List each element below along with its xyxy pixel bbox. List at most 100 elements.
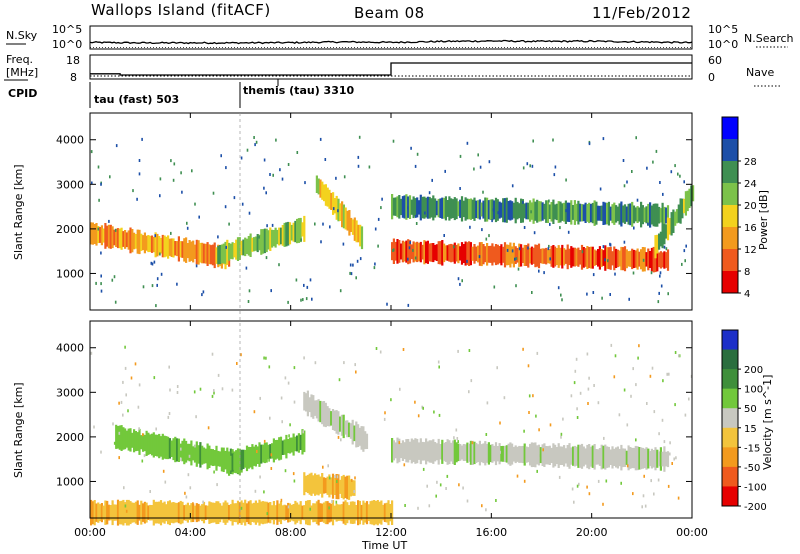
scatter-speck	[422, 467, 425, 471]
scatter-cell	[267, 230, 270, 250]
scatter-speck	[437, 360, 440, 364]
scatter-cell	[360, 426, 363, 450]
scatter-speck	[97, 227, 100, 231]
scatter-cell	[620, 246, 623, 271]
scatter-speck	[324, 423, 326, 427]
scatter-speck	[124, 345, 126, 349]
scatter-cell	[231, 499, 234, 526]
scatter-speck	[141, 137, 143, 141]
scatter-cell	[593, 444, 596, 470]
scatter-speck	[100, 251, 102, 255]
scatter-speck	[132, 189, 134, 193]
scatter-cell	[272, 438, 275, 463]
scatter-speck	[631, 170, 633, 173]
scatter-speck	[221, 387, 224, 391]
scatter-cell	[163, 235, 166, 258]
scatter-speck	[415, 214, 417, 218]
scatter-cell	[133, 502, 136, 523]
colorbar-segment	[722, 486, 738, 507]
scatter-speck	[225, 245, 227, 249]
scatter-cell	[290, 504, 293, 521]
scatter-cell	[267, 444, 270, 460]
scatter-cell	[208, 445, 211, 468]
scatter-cell	[129, 428, 132, 452]
scatter-cell	[193, 444, 197, 463]
scatter-cell	[278, 227, 281, 246]
scatter-cell	[518, 203, 521, 219]
scatter-speck	[377, 217, 380, 221]
scatter-speck	[124, 504, 127, 508]
scatter-cell	[530, 246, 533, 265]
scatter-cell	[219, 245, 222, 265]
scatter-cell	[256, 446, 259, 464]
scatter-cell	[403, 195, 406, 219]
scatter-cell	[133, 232, 136, 250]
scatter-speck	[186, 221, 188, 225]
scatter-cell	[152, 236, 155, 253]
scatter-cell	[109, 505, 112, 521]
scatter-cell	[97, 226, 100, 244]
scatter-cell	[505, 244, 508, 266]
y-tick-label: 3000	[56, 386, 84, 399]
scatter-speck	[168, 412, 171, 415]
scatter-cell	[561, 244, 564, 269]
scatter-cell	[353, 480, 356, 496]
scatter-speck	[324, 158, 327, 161]
scatter-speck	[407, 303, 410, 307]
scatter-cell	[238, 237, 241, 260]
scatter-cell	[340, 504, 343, 522]
scatter-cell	[120, 227, 123, 250]
scatter-cell	[131, 432, 134, 448]
scatter-speck	[328, 476, 331, 480]
scatter-speck	[240, 353, 242, 357]
scatter-speck	[632, 492, 634, 496]
scatter-cell	[242, 502, 245, 523]
scatter-cell	[550, 245, 553, 267]
scatter-speck	[122, 380, 124, 384]
scatter-cell	[462, 200, 465, 218]
scatter-speck	[592, 273, 595, 277]
scatter-speck	[213, 389, 215, 393]
scatter-cell	[321, 473, 324, 498]
scatter-speck	[354, 476, 356, 480]
scatter-cell	[383, 503, 386, 522]
x-axis-label: Time UT	[361, 539, 407, 552]
scatter-speck	[677, 496, 680, 500]
scatter-cell	[328, 189, 331, 209]
scatter-cell	[358, 500, 361, 525]
scatter-cell	[480, 242, 483, 267]
scatter-cell	[489, 444, 492, 463]
scatter-cell	[416, 241, 419, 263]
scatter-speck	[159, 177, 162, 181]
scatter-speck	[470, 379, 473, 383]
scatter-cell	[349, 423, 352, 439]
x-tick-label: 12:00	[375, 526, 407, 539]
scatter-cell	[217, 501, 220, 524]
scatter-cell	[632, 249, 636, 268]
scatter-cell	[516, 247, 519, 263]
scatter-cell	[435, 443, 438, 461]
scatter-speck	[673, 457, 675, 461]
scatter-cell	[374, 501, 378, 525]
scatter-speck	[468, 390, 470, 394]
scatter-speck	[335, 176, 337, 180]
scatter-cell	[606, 446, 609, 468]
scatter-cell	[258, 442, 261, 467]
scatter-cell	[339, 203, 342, 221]
scatter-cell	[165, 236, 168, 257]
scatter-speck	[466, 141, 469, 145]
scatter-cell	[609, 246, 612, 270]
scatter-cell	[276, 500, 279, 525]
scatter-cell	[654, 247, 657, 273]
scatter-cell	[235, 450, 238, 473]
scatter-cell	[443, 243, 446, 263]
scatter-speck	[189, 445, 192, 449]
scatter-cell	[640, 447, 643, 470]
scatter-cell	[527, 447, 530, 463]
scatter-cell	[675, 209, 679, 224]
scatter-cell	[595, 250, 598, 265]
scatter-cell	[572, 205, 575, 220]
scatter-cell	[444, 196, 447, 221]
scatter-cell	[475, 200, 478, 219]
scatter-speck	[127, 409, 129, 413]
